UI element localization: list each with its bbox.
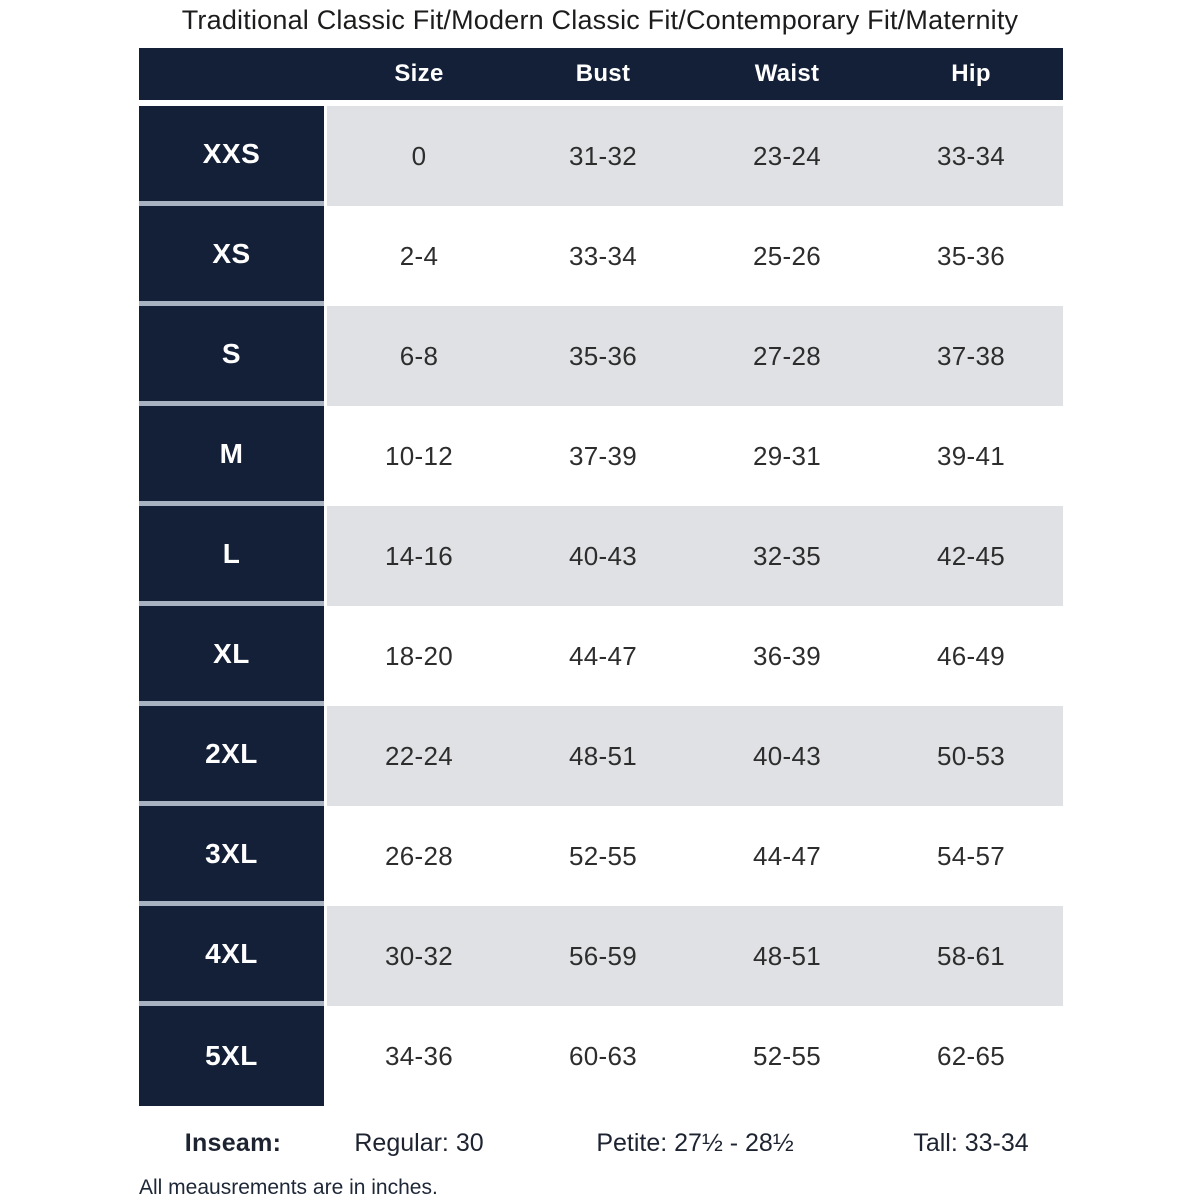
cell-hip: 62-65 — [879, 1006, 1063, 1106]
cell-bust: 48-51 — [511, 706, 695, 806]
cell-size: 14-16 — [327, 506, 511, 606]
inseam-regular-value: Regular: 30 — [354, 1128, 484, 1157]
cell-size: 34-36 — [327, 1006, 511, 1106]
cell-size: 18-20 — [327, 606, 511, 706]
column-header-size: Size — [394, 60, 444, 87]
row-size-label: 4XL — [139, 906, 324, 1006]
row-size-label: L — [139, 506, 324, 606]
column-header-bust: Bust — [575, 60, 631, 87]
cell-hip: 35-36 — [879, 206, 1063, 306]
cell-bust: 60-63 — [511, 1006, 695, 1106]
cell-waist: 29-31 — [695, 406, 879, 506]
cell-bust: 44-47 — [511, 606, 695, 706]
cell-size: 10-12 — [327, 406, 511, 506]
row-size-label: 3XL — [139, 806, 324, 906]
cell-size: 2-4 — [327, 206, 511, 306]
cell-hip: 39-41 — [879, 406, 1063, 506]
inseam-row: Inseam: Regular: 30 Petite: 27½ - 28½ Ta… — [139, 1118, 1063, 1168]
table-row: S 6-8 35-36 27-28 37-38 — [139, 306, 1063, 406]
cell-hip: 54-57 — [879, 806, 1063, 906]
inseam-petite-value: Petite: 27½ - 28½ — [596, 1128, 794, 1157]
table-header: Size Bust Waist Hip — [139, 48, 1063, 100]
cell-bust: 56-59 — [511, 906, 695, 1006]
measurement-footnote: All meausrements are in inches. — [139, 1176, 438, 1199]
table-row: 3XL 26-28 52-55 44-47 54-57 — [139, 806, 1063, 906]
header-corner-cell — [139, 48, 327, 100]
column-header-waist: Waist — [754, 60, 820, 87]
table-row: XL 18-20 44-47 36-39 46-49 — [139, 606, 1063, 706]
row-size-label: XL — [139, 606, 324, 706]
cell-size: 30-32 — [327, 906, 511, 1006]
cell-size: 6-8 — [327, 306, 511, 406]
row-size-label: S — [139, 306, 324, 406]
cell-hip: 58-61 — [879, 906, 1063, 1006]
cell-bust: 33-34 — [511, 206, 695, 306]
table-row: 4XL 30-32 56-59 48-51 58-61 — [139, 906, 1063, 1006]
cell-hip: 42-45 — [879, 506, 1063, 606]
cell-hip: 33-34 — [879, 106, 1063, 206]
table-row: XS 2-4 33-34 25-26 35-36 — [139, 206, 1063, 306]
table-row: XXS 0 31-32 23-24 33-34 — [139, 106, 1063, 206]
cell-bust: 52-55 — [511, 806, 695, 906]
cell-waist: 44-47 — [695, 806, 879, 906]
cell-hip: 50-53 — [879, 706, 1063, 806]
cell-waist: 23-24 — [695, 106, 879, 206]
row-size-label: XS — [139, 206, 324, 306]
page-title: Traditional Classic Fit/Modern Classic F… — [181, 5, 1019, 35]
inseam-tall-value: Tall: 33-34 — [913, 1128, 1029, 1157]
row-size-label: M — [139, 406, 324, 506]
row-size-label: XXS — [139, 106, 324, 206]
inseam-label: Inseam: — [184, 1128, 282, 1157]
table-row: L 14-16 40-43 32-35 42-45 — [139, 506, 1063, 606]
cell-size: 0 — [327, 106, 511, 206]
cell-waist: 40-43 — [695, 706, 879, 806]
cell-waist: 36-39 — [695, 606, 879, 706]
cell-bust: 37-39 — [511, 406, 695, 506]
size-chart-table: Size Bust Waist Hip XXS 0 31-32 23-24 33-34 X… — [139, 48, 1063, 1200]
row-size-label: 2XL — [139, 706, 324, 806]
column-header-hip: Hip — [951, 60, 991, 87]
cell-hip: 46-49 — [879, 606, 1063, 706]
table-row: M 10-12 37-39 29-31 39-41 — [139, 406, 1063, 506]
table-body: XXS 0 31-32 23-24 33-34 XS 2-4 33-34 25-26 35-36 S… — [139, 106, 1063, 1106]
cell-hip: 37-38 — [879, 306, 1063, 406]
cell-bust: 40-43 — [511, 506, 695, 606]
table-row: 5XL 34-36 60-63 52-55 62-65 — [139, 1006, 1063, 1106]
cell-bust: 31-32 — [511, 106, 695, 206]
cell-bust: 35-36 — [511, 306, 695, 406]
cell-size: 22-24 — [327, 706, 511, 806]
cell-waist: 52-55 — [695, 1006, 879, 1106]
cell-waist: 27-28 — [695, 306, 879, 406]
cell-size: 26-28 — [327, 806, 511, 906]
cell-waist: 25-26 — [695, 206, 879, 306]
row-size-label: 5XL — [139, 1006, 324, 1106]
cell-waist: 32-35 — [695, 506, 879, 606]
cell-waist: 48-51 — [695, 906, 879, 1006]
table-row: 2XL 22-24 48-51 40-43 50-53 — [139, 706, 1063, 806]
